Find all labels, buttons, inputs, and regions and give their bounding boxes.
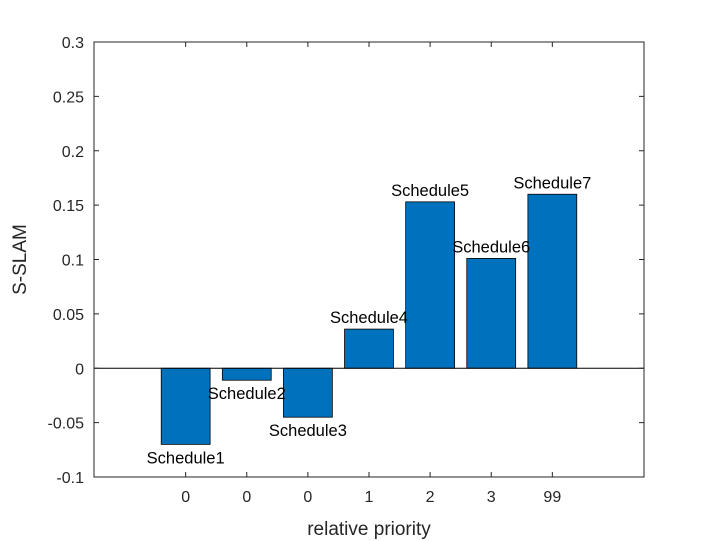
y-tick-label: 0.3 — [62, 35, 84, 52]
bar-5 — [405, 201, 455, 369]
bar-4 — [344, 328, 394, 369]
x-tick-label: 99 — [543, 489, 561, 506]
bar-label-1: Schedule1 — [147, 449, 225, 467]
bar-1 — [160, 367, 211, 445]
y-tick-label: 0.15 — [53, 198, 84, 215]
y-tick-label: -0.1 — [56, 470, 84, 487]
x-tick-label: 3 — [487, 489, 496, 506]
bar-2 — [221, 367, 272, 381]
y-axis-ticks: -0.1 -0.05 0 0.05 0.1 0.15 0.2 0.25 0.3 — [48, 35, 644, 487]
y-tick-label: 0.1 — [62, 253, 84, 270]
x-tick-label: 0 — [303, 489, 312, 506]
bar-3 — [283, 367, 333, 418]
bar-label-2: Schedule2 — [208, 385, 286, 403]
bar-7 — [527, 193, 578, 369]
bar-label-4: Schedule4 — [330, 309, 408, 327]
bar-label-3: Schedule3 — [269, 422, 347, 440]
bar-6 — [466, 258, 517, 369]
y-tick-label: 0.25 — [53, 89, 84, 106]
bar-labels-group: Schedule1 Schedule2 Schedule3 Schedule4 Sche… — [147, 174, 592, 467]
x-tick-label: 0 — [181, 489, 190, 506]
y-tick-label: -0.05 — [48, 416, 85, 433]
bar-label-7: Schedule7 — [513, 174, 591, 192]
x-axis-label: relative priority — [307, 519, 431, 540]
y-tick-label: 0.2 — [62, 144, 84, 161]
x-tick-label: 0 — [242, 489, 251, 506]
bar-label-6: Schedule6 — [452, 238, 530, 256]
x-tick-label: 1 — [365, 489, 374, 506]
x-axis-ticks: 0 0 0 1 2 3 99 — [181, 42, 561, 506]
x-tick-label: 2 — [426, 489, 435, 506]
y-tick-label: 0 — [75, 361, 84, 378]
bars-group — [160, 193, 578, 445]
y-tick-label: 0.05 — [53, 307, 84, 324]
bar-label-5: Schedule5 — [391, 182, 469, 200]
y-axis-label: S-SLAM — [10, 224, 31, 295]
